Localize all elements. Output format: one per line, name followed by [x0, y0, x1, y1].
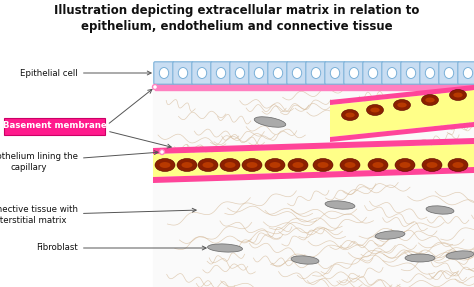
- Ellipse shape: [345, 162, 356, 168]
- Ellipse shape: [366, 104, 383, 115]
- FancyBboxPatch shape: [439, 62, 459, 84]
- Ellipse shape: [425, 98, 435, 102]
- Ellipse shape: [235, 67, 245, 79]
- FancyBboxPatch shape: [249, 62, 269, 84]
- Ellipse shape: [291, 256, 319, 264]
- Ellipse shape: [311, 67, 321, 79]
- Ellipse shape: [368, 67, 378, 79]
- Ellipse shape: [370, 108, 380, 113]
- Polygon shape: [153, 138, 474, 154]
- FancyBboxPatch shape: [344, 62, 364, 84]
- Ellipse shape: [178, 67, 188, 79]
- Ellipse shape: [242, 158, 262, 172]
- Text: Fibroblast: Fibroblast: [36, 243, 206, 253]
- FancyBboxPatch shape: [382, 62, 402, 84]
- Polygon shape: [153, 144, 474, 177]
- Ellipse shape: [346, 113, 355, 117]
- FancyBboxPatch shape: [4, 117, 106, 135]
- Ellipse shape: [425, 67, 435, 79]
- Ellipse shape: [453, 92, 463, 98]
- Ellipse shape: [446, 251, 474, 259]
- Ellipse shape: [202, 162, 213, 168]
- Text: Basement membrane: Basement membrane: [3, 121, 107, 131]
- Ellipse shape: [318, 162, 328, 168]
- Text: Connective tissue with
interstitial matrix: Connective tissue with interstitial matr…: [0, 205, 196, 225]
- Ellipse shape: [406, 67, 416, 79]
- Ellipse shape: [220, 158, 240, 172]
- Ellipse shape: [155, 158, 175, 172]
- Ellipse shape: [159, 162, 171, 168]
- Ellipse shape: [330, 67, 340, 79]
- Ellipse shape: [273, 67, 283, 79]
- Ellipse shape: [177, 158, 197, 172]
- Bar: [155, 83, 474, 90]
- FancyBboxPatch shape: [287, 62, 307, 84]
- Polygon shape: [153, 167, 474, 183]
- Ellipse shape: [255, 67, 264, 79]
- Ellipse shape: [397, 102, 407, 107]
- Ellipse shape: [270, 162, 281, 168]
- Ellipse shape: [449, 90, 466, 100]
- FancyBboxPatch shape: [325, 62, 345, 84]
- Ellipse shape: [349, 67, 359, 79]
- Ellipse shape: [292, 67, 301, 79]
- Ellipse shape: [395, 158, 415, 172]
- FancyBboxPatch shape: [173, 62, 193, 84]
- Ellipse shape: [341, 110, 358, 121]
- Ellipse shape: [405, 254, 435, 262]
- FancyBboxPatch shape: [401, 62, 421, 84]
- FancyBboxPatch shape: [154, 62, 174, 84]
- Ellipse shape: [453, 162, 464, 168]
- FancyBboxPatch shape: [420, 62, 440, 84]
- FancyBboxPatch shape: [458, 62, 474, 84]
- Ellipse shape: [426, 206, 454, 214]
- Ellipse shape: [265, 158, 285, 172]
- FancyBboxPatch shape: [230, 62, 250, 84]
- Ellipse shape: [182, 162, 192, 168]
- Ellipse shape: [313, 158, 333, 172]
- FancyBboxPatch shape: [211, 62, 231, 84]
- Text: Endothelium lining the
capillary: Endothelium lining the capillary: [0, 151, 158, 172]
- FancyBboxPatch shape: [192, 62, 212, 84]
- Ellipse shape: [159, 150, 164, 154]
- Ellipse shape: [368, 158, 388, 172]
- Ellipse shape: [444, 67, 454, 79]
- Text: Epithelial cell: Epithelial cell: [20, 69, 151, 77]
- Ellipse shape: [216, 67, 226, 79]
- Ellipse shape: [393, 100, 410, 110]
- Ellipse shape: [375, 231, 405, 239]
- Ellipse shape: [198, 158, 218, 172]
- Bar: [153, 88, 474, 287]
- Ellipse shape: [387, 67, 397, 79]
- Ellipse shape: [288, 158, 308, 172]
- Ellipse shape: [340, 158, 360, 172]
- Polygon shape: [330, 85, 474, 105]
- Ellipse shape: [159, 67, 169, 79]
- Ellipse shape: [208, 244, 243, 252]
- FancyBboxPatch shape: [268, 62, 288, 84]
- Ellipse shape: [400, 162, 410, 168]
- Ellipse shape: [292, 162, 303, 168]
- Ellipse shape: [421, 94, 438, 106]
- Polygon shape: [330, 122, 474, 142]
- Ellipse shape: [254, 117, 286, 127]
- Text: Illustration depicting extracellular matrix in relation to
epithelium, endotheli: Illustration depicting extracellular mat…: [55, 4, 419, 33]
- Ellipse shape: [197, 67, 207, 79]
- Polygon shape: [330, 90, 474, 137]
- Ellipse shape: [246, 162, 257, 168]
- Ellipse shape: [427, 162, 438, 168]
- FancyBboxPatch shape: [306, 62, 326, 84]
- Ellipse shape: [373, 162, 383, 168]
- Ellipse shape: [225, 162, 236, 168]
- Ellipse shape: [422, 158, 442, 172]
- Ellipse shape: [448, 158, 468, 172]
- Ellipse shape: [463, 67, 473, 79]
- Ellipse shape: [153, 84, 157, 90]
- FancyBboxPatch shape: [363, 62, 383, 84]
- Ellipse shape: [325, 201, 355, 209]
